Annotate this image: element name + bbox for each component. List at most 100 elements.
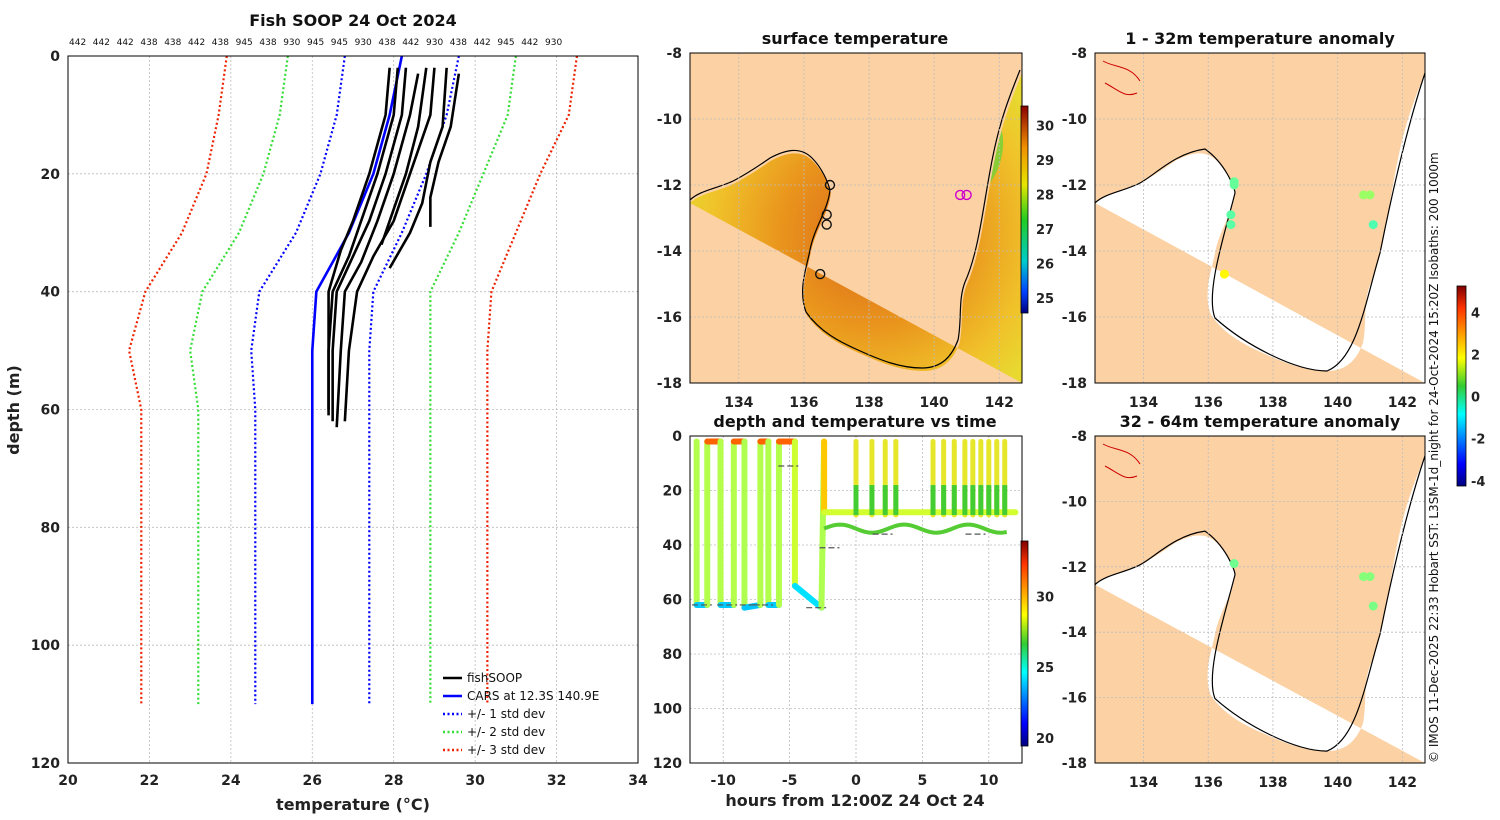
fishsoop-profile-line: [429, 73, 461, 227]
anomaly-colorbar-tick: 4: [1471, 306, 1480, 321]
anom1-frame: [1094, 52, 1426, 384]
sst-ytick: -18: [657, 376, 682, 392]
anom2-xtick: 134: [1129, 775, 1158, 791]
dt-colorbar-tick: 25: [1036, 661, 1054, 676]
sst-profile-marker: [824, 179, 836, 191]
anom1-ytick: -10: [1062, 112, 1088, 128]
profile-top-id: 930: [545, 38, 562, 48]
profile-top-id: 438: [212, 38, 229, 48]
profile-top-id: 442: [69, 38, 86, 48]
sst-colorbar-tick: 25: [1036, 292, 1054, 307]
anom2-ytick: -12: [1062, 560, 1087, 576]
sst-colorbar: [1020, 105, 1029, 314]
sst-profile-marker: [814, 268, 826, 280]
anom1-ytick: -18: [1062, 376, 1087, 392]
anom1-ytick: -14: [1062, 244, 1088, 260]
profile-xtick: 22: [140, 773, 159, 789]
anom1-anomaly-point: [1365, 190, 1375, 200]
sst-map-panel: 134 136 138 140 142 -8 -10 -12 -14 -16 -18 25 26 27 28…: [657, 46, 1054, 411]
profile-top-id: 945: [497, 38, 514, 48]
anom2-anomaly-point: [1368, 601, 1378, 611]
sst-ytick: -12: [657, 178, 682, 194]
sst-ytick: -16: [657, 310, 682, 326]
anom2-anomaly-point: [1365, 572, 1375, 582]
sst-colorbar-tick: 29: [1036, 154, 1054, 169]
anom2-ytick: -10: [1062, 494, 1088, 510]
anomaly-colorbar-tick: 0: [1471, 391, 1480, 406]
anomaly-colorbar-tick: -2: [1471, 433, 1485, 448]
profile-top-id: 438: [259, 38, 276, 48]
dt-track-segment: [791, 582, 825, 611]
anom2-ytick: -14: [1062, 625, 1088, 641]
anom2-ytick: -16: [1062, 691, 1087, 707]
anom2-ytick: -8: [1071, 429, 1087, 445]
anomaly-32-64m-panel: 134 136 138 140 142 -8 -10 -12 -14 -16 -18: [1062, 429, 1426, 791]
anom2-xtick: 136: [1194, 775, 1223, 791]
legend-label: +/- 1 std dev: [467, 707, 545, 721]
dt-ytick: 100: [653, 702, 682, 718]
profile-top-id: 930: [355, 38, 372, 48]
sst-profile-marker: [961, 189, 972, 201]
profile-xtick: 20: [58, 773, 78, 789]
dt-xtick: -10: [711, 773, 737, 789]
anom1-anomaly-point: [1229, 180, 1239, 190]
anom2-isobath: [1102, 443, 1141, 479]
dt-ytick: 20: [663, 484, 683, 500]
depth-time-title: depth and temperature vs time: [713, 412, 996, 431]
anom2-xtick: 142: [1388, 775, 1417, 791]
profile-xtick: 34: [628, 773, 648, 789]
profile-top-id: 442: [521, 38, 538, 48]
sst-colorbar-tick: 30: [1036, 120, 1054, 135]
profile-top-id: 930: [283, 38, 300, 48]
sst-ytick: -14: [657, 244, 683, 260]
profile-frame: [67, 55, 639, 764]
dt-ytick: 60: [663, 593, 683, 609]
profile-xtick: 24: [221, 773, 241, 789]
legend-label: +/- 2 std dev: [467, 725, 545, 739]
anom2-xtick: 140: [1323, 775, 1352, 791]
dt-ytick: 80: [663, 647, 683, 663]
profile-top-id: 945: [331, 38, 348, 48]
profile-ylabel: depth (m): [4, 365, 23, 455]
anom1-anomaly-point: [1359, 190, 1369, 200]
anom1-xtick: 136: [1194, 395, 1223, 411]
anom1-anomaly-point: [1368, 220, 1378, 230]
dt-wave-track: [823, 522, 1008, 535]
anom1-anomaly-point: [1226, 210, 1236, 220]
profile-ytick: 100: [31, 638, 60, 654]
sst-xtick: 134: [724, 395, 753, 411]
profile-top-id: 438: [140, 38, 157, 48]
profile-xtick: 30: [465, 773, 485, 789]
profile-top-id: 930: [426, 38, 443, 48]
dt-ytick: 120: [653, 756, 682, 772]
profile-title: Fish SOOP 24 Oct 2024: [249, 11, 457, 30]
profile-top-id: 442: [188, 38, 205, 48]
profile-ytick: 20: [41, 167, 61, 183]
anom1-anomaly-point: [1226, 220, 1236, 230]
sst-title: surface temperature: [762, 29, 949, 48]
sst-colorbar-tick: 28: [1036, 189, 1054, 204]
sst-ytick: -10: [657, 112, 683, 128]
profile-series-line: [310, 56, 404, 705]
anom1-isobath: [1102, 60, 1141, 96]
anomaly-2-title: 32 - 64m temperature anomaly: [1120, 412, 1401, 431]
profile-top-id: 945: [307, 38, 324, 48]
profile-top-id: 945: [236, 38, 253, 48]
sst-xtick: 140: [920, 395, 949, 411]
profile-ytick: 80: [41, 520, 61, 536]
profile-xlabel: temperature (°C): [276, 795, 430, 814]
dt-colorbar-tick: 20: [1036, 732, 1054, 747]
sst-colorbar-tick: 27: [1036, 223, 1054, 238]
dt-xtick: 0: [851, 773, 861, 789]
dt-xtick: 10: [979, 773, 999, 789]
anom2-ytick: -18: [1062, 756, 1087, 772]
anom2-frame: [1094, 435, 1426, 764]
profile-top-id: 442: [402, 38, 419, 48]
credit-text: © IMOS 11-Dec-2025 22:33 Hobart SST: L3S…: [1427, 152, 1441, 763]
fishsoop-profile-line: [335, 73, 420, 428]
sst-profile-marker: [821, 219, 832, 230]
dt-colorbar-tick: 30: [1036, 591, 1054, 606]
fishsoop-profile-line: [388, 67, 448, 269]
profile-series-line: [127, 56, 228, 705]
